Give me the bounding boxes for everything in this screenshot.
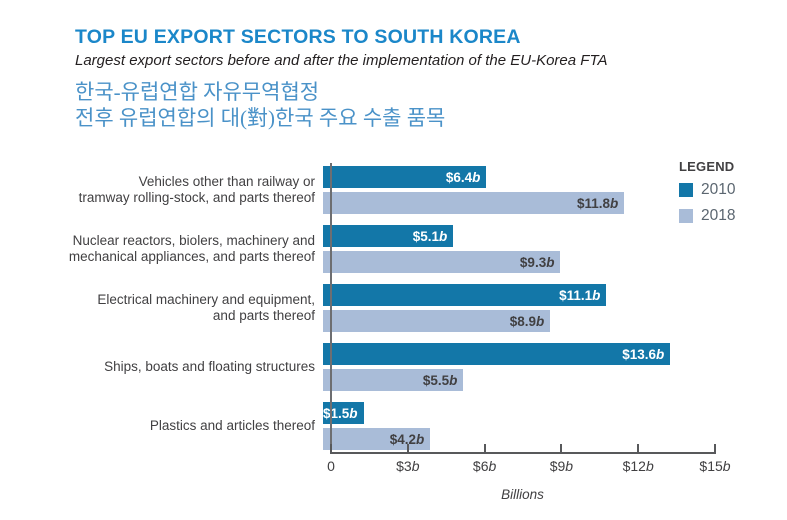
category-label: Plastics and articles thereof <box>0 402 323 450</box>
x-axis-tick-label: $15b <box>699 458 731 474</box>
bar-value-label: $11.1b <box>559 287 601 303</box>
bar-chart: Vehicles other than railway or tramway ro… <box>0 166 714 461</box>
x-axis-tick <box>560 444 563 452</box>
bar-2018: $5.5b <box>323 369 464 391</box>
bar-value-label: $6.4b <box>445 169 481 185</box>
bar-value-label: $11.8b <box>576 195 619 211</box>
korean-subtitle: 한국-유럽연합 자유무역협정 전후 유럽연합의 대(對)한국 주요 수출 품목 <box>75 79 445 131</box>
category-label-line: tramway rolling-stock, and parts thereof <box>78 190 315 205</box>
x-axis-tick-label: $12b <box>622 458 654 474</box>
bar-value-label: $5.1b <box>412 228 448 244</box>
category-group: Electrical machinery and equipment, and p… <box>0 284 714 332</box>
x-axis-tick-label: $6b <box>472 458 497 474</box>
x-axis-tick <box>330 444 332 452</box>
bar-value-label: $13.6b <box>622 346 665 362</box>
billions-suffix: b <box>488 458 497 474</box>
x-axis-tick <box>637 444 640 452</box>
bar-pair: $11.1b $8.9b <box>323 284 706 332</box>
billions-suffix: b <box>535 313 545 329</box>
category-label-line: Electrical machinery and equipment, <box>97 291 315 307</box>
bar-pair: $6.4b $11.8b <box>323 166 706 214</box>
page-title: TOP EU EXPORT SECTORS TO SOUTH KOREA <box>75 26 521 48</box>
bar-value-label: $4.2b <box>389 431 425 447</box>
x-axis-title: Billions <box>501 487 544 502</box>
category-group: Ships, boats and floating structures $13.… <box>0 343 714 391</box>
bar-pair: $5.1b $9.3b <box>323 225 706 273</box>
category-label: Electrical machinery and equipment, and p… <box>0 284 323 332</box>
billions-suffix: b <box>722 458 731 474</box>
category-label: Nuclear reactors, biolers, machinery and… <box>0 225 323 273</box>
category-label: Ships, boats and floating structures <box>0 343 323 391</box>
legend-item-label: 2010 <box>701 181 736 198</box>
page-subtitle: Largest export sectors before and after … <box>75 52 608 69</box>
bar-value-label: $5.5b <box>422 372 458 388</box>
korean-line-2: 전후 유럽연합의 대(對)한국 주요 수출 품목 <box>75 106 446 130</box>
category-group: Plastics and articles thereof $1.5b $4.2b <box>0 402 714 450</box>
billions-suffix: b <box>415 431 425 447</box>
bar-2010: $1.5b <box>323 402 364 424</box>
x-axis-tick-label: $9b <box>549 458 574 474</box>
bar-2018: $9.3b <box>323 251 561 273</box>
category-group: Nuclear reactors, biolers, machinery and… <box>0 225 714 273</box>
category-group: Vehicles other than railway or tramway ro… <box>0 166 714 214</box>
category-label-line: Vehicles other than railway or <box>138 173 315 189</box>
y-axis-line <box>330 163 332 454</box>
x-axis-tick <box>406 444 409 452</box>
billions-suffix: b <box>449 372 458 388</box>
x-axis-tick <box>483 444 486 452</box>
bar-2010: $6.4b <box>323 166 487 188</box>
bar-pair: $13.6b $5.5b <box>323 343 706 391</box>
bar-2018: $8.9b <box>323 310 551 332</box>
x-axis-tick-label: $3b <box>396 458 420 474</box>
x-axis-tick-label: 0 <box>327 458 335 474</box>
bar-2018: $4.2b <box>323 428 431 450</box>
billions-suffix: b <box>565 458 574 474</box>
bar-value-label: $1.5b <box>323 405 358 421</box>
bar-value-label: $8.9b <box>509 313 545 329</box>
category-label-line: Plastics and articles thereof <box>149 417 315 433</box>
billions-suffix: b <box>411 458 420 474</box>
billions-suffix: b <box>349 405 358 421</box>
bar-value-label: $9.3b <box>519 254 555 270</box>
category-label: Vehicles other than railway or tramway ro… <box>0 166 323 214</box>
legend-swatch <box>679 183 693 197</box>
billions-suffix: b <box>610 195 619 211</box>
category-label-line: mechanical appliances, and parts thereof <box>68 249 315 264</box>
billions-suffix: b <box>472 169 481 185</box>
legend-item-label: 2018 <box>701 207 736 224</box>
bar-2010: $13.6b <box>323 343 671 365</box>
legend-item-2010: 2010 <box>679 181 735 199</box>
korean-line-1: 한국-유럽연합 자유무역협정 <box>75 80 320 104</box>
category-label-line: Ships, boats and floating structures <box>104 358 315 374</box>
billions-suffix: b <box>546 254 555 270</box>
billions-suffix: b <box>645 458 654 474</box>
legend-swatch <box>679 209 693 223</box>
bar-2018: $11.8b <box>323 192 625 214</box>
bar-2010: $5.1b <box>323 225 454 247</box>
legend-item-2018: 2018 <box>679 207 735 225</box>
bar-2010: $11.1b <box>323 284 607 306</box>
legend: LEGEND 2010 2018 <box>679 159 735 233</box>
bar-pair: $1.5b $4.2b <box>323 402 706 450</box>
billions-suffix: b <box>438 228 448 244</box>
x-axis-line <box>330 452 716 454</box>
category-label-line: and parts thereof <box>212 308 315 323</box>
category-label-line: Nuclear reactors, biolers, machinery and <box>72 232 315 248</box>
x-axis-tick <box>714 444 716 452</box>
billions-suffix: b <box>592 287 601 303</box>
legend-title: LEGEND <box>679 159 735 174</box>
billions-suffix: b <box>656 346 665 362</box>
